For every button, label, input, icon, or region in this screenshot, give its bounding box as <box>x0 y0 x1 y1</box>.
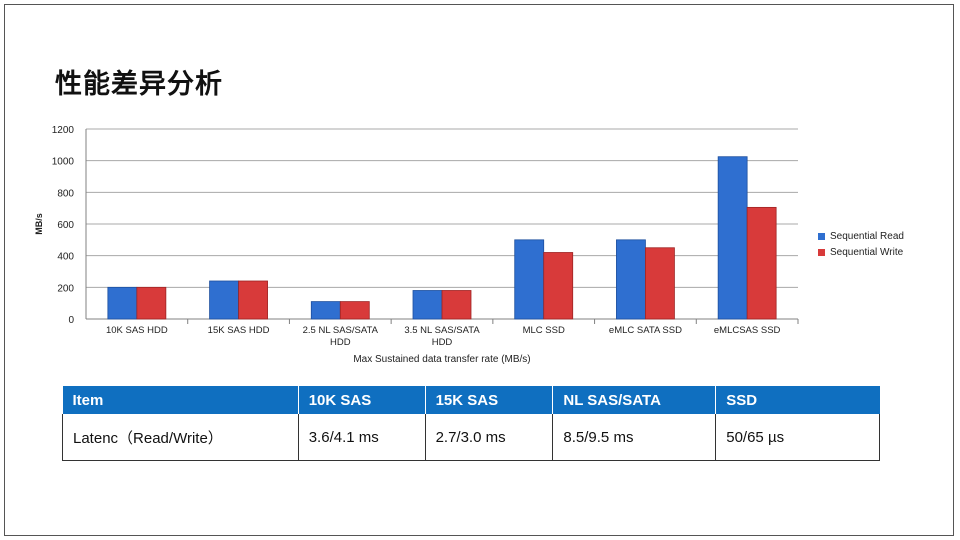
bar-read <box>616 239 646 320</box>
latency-table: Item 10K SAS 15K SAS NL SAS/SATA SSD Lat… <box>62 386 880 461</box>
cell-ssd: 50/65 µs <box>715 414 880 461</box>
y-tick-label: 0 <box>68 315 74 326</box>
bar-write <box>746 206 777 320</box>
x-tick-label: MLC SSD <box>523 325 565 336</box>
bar-read <box>310 301 341 320</box>
header-item: Item <box>62 386 299 414</box>
bar-write <box>339 301 370 320</box>
y-axis-label: MB/s <box>34 213 44 235</box>
legend-label-read: Sequential Read <box>830 230 904 242</box>
legend-item-read: Sequential Read <box>818 228 904 244</box>
y-tick-label: 600 <box>57 220 74 231</box>
bar-write <box>543 252 574 320</box>
x-tick-label: 3.5 NL SAS/SATA HDD <box>404 325 480 348</box>
x-tick-label: 2.5 NL SAS/SATA HDD <box>303 325 379 348</box>
chart-legend: Sequential Read Sequential Write <box>818 228 904 260</box>
x-axis-label: Max Sustained data transfer rate (MB/s) <box>353 354 530 365</box>
bar-write <box>136 286 167 320</box>
legend-swatch-read <box>818 232 825 240</box>
bar-read <box>107 286 138 320</box>
bar-write <box>238 280 268 320</box>
header-ssd: SSD <box>715 386 880 414</box>
page-title: 性能差异分析 <box>55 69 223 100</box>
cell-10k-sas: 3.6/4.1 ms <box>298 414 426 461</box>
bar-read <box>514 239 545 320</box>
header-15k-sas: 15K SAS <box>425 386 554 414</box>
y-tick-label: 1000 <box>52 157 75 168</box>
legend-swatch-write <box>818 248 825 256</box>
table-row: Latenc（Read/Write） 3.6/4.1 ms 2.7/3.0 ms… <box>62 414 880 461</box>
cell-15k-sas: 2.7/3.0 ms <box>425 414 554 461</box>
bar-write <box>645 247 675 320</box>
legend-label-write: Sequential Write <box>830 246 904 258</box>
y-tick-label: 200 <box>57 283 74 294</box>
x-tick-label: 15K SAS HDD <box>208 325 270 336</box>
cell-nl-sas-sata: 8.5/9.5 ms <box>552 414 717 461</box>
cell-latency-label: Latenc（Read/Write） <box>62 414 299 461</box>
bar-read <box>412 290 443 320</box>
header-nl-sas-sata: NL SAS/SATA <box>552 386 717 414</box>
x-tick-label: eMLC SATA SSD <box>609 325 682 336</box>
table-header-row: Item 10K SAS 15K SAS NL SAS/SATA SSD <box>62 386 880 414</box>
y-tick-label: 1200 <box>52 125 75 136</box>
y-tick-label: 800 <box>57 188 74 199</box>
bar-read <box>209 280 239 320</box>
header-10k-sas: 10K SAS <box>298 386 426 414</box>
x-tick-label: 10K SAS HDD <box>106 325 168 336</box>
legend-item-write: Sequential Write <box>818 244 904 260</box>
x-tick-label: eMLCSAS SSD <box>714 325 781 336</box>
bar-read <box>717 156 748 320</box>
bar-write <box>441 290 472 320</box>
y-tick-label: 400 <box>57 252 74 263</box>
